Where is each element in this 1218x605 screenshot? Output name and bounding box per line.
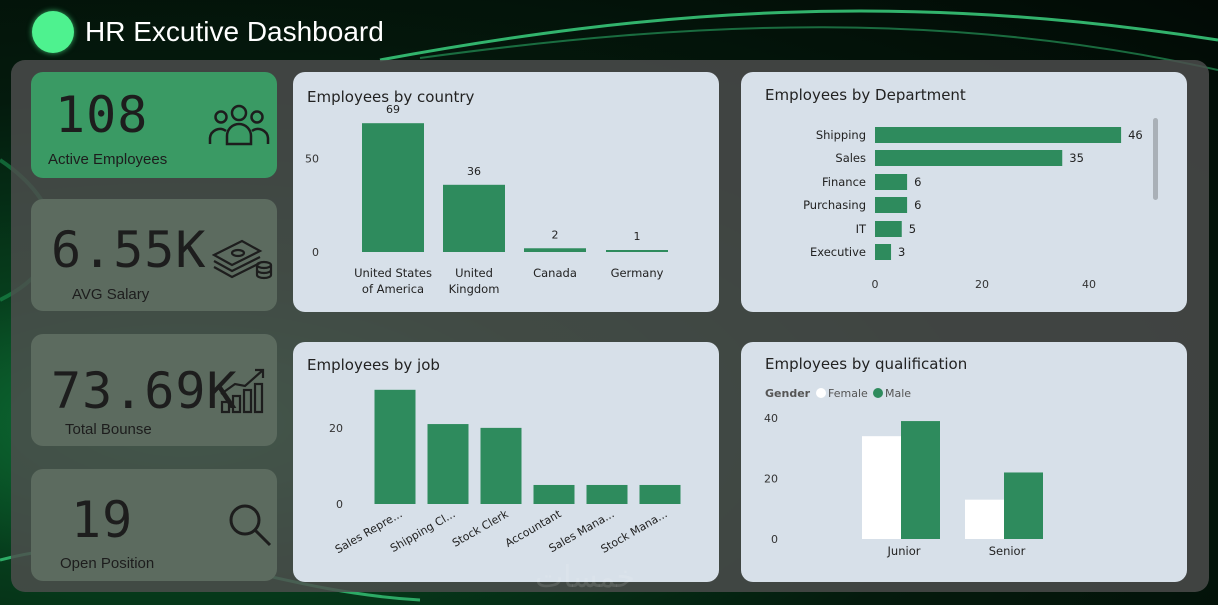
- kpi-active-employees[interactable]: 108 Active Employees: [31, 72, 277, 178]
- kpi-label: Active Employees: [48, 151, 168, 168]
- watermark: خمسات: [535, 560, 636, 595]
- bar: [524, 248, 586, 252]
- x-tick-label: United States: [354, 266, 432, 280]
- search-icon: [229, 504, 272, 547]
- bar: [533, 484, 575, 504]
- chart-department-card[interactable]: Employees by Department Shipping 46 Sales 3…: [741, 72, 1187, 312]
- data-label: 1: [634, 230, 641, 243]
- kpi-total-bonus[interactable]: 73.69K Total Bounse: [31, 334, 277, 446]
- kpi-avg-salary[interactable]: 6.55K AVG Salary: [31, 199, 277, 311]
- x-tick-label: 20: [975, 278, 989, 291]
- kpi-label: Total Bounse: [65, 421, 152, 438]
- y-tick-label: Sales: [835, 151, 866, 165]
- bar: [374, 389, 416, 504]
- y-tick-label: Finance: [822, 175, 866, 189]
- y-tick-label: 50: [305, 153, 319, 166]
- x-tick-label: Canada: [533, 266, 577, 280]
- bar: [639, 484, 681, 504]
- people-group-icon: [208, 104, 270, 146]
- legend-marker: [873, 388, 883, 398]
- y-tick-label: 20: [764, 473, 778, 486]
- x-tick-label: Junior: [887, 544, 921, 558]
- chart-title: Employees by qualification: [765, 355, 968, 373]
- chart-country-card[interactable]: Employees by country 0 50 69 United States o…: [293, 72, 719, 312]
- y-tick-label: 20: [329, 422, 343, 435]
- page-title: HR Excutive Dashboard: [85, 16, 384, 47]
- bar: [965, 499, 1004, 539]
- x-tick-label: 40: [1082, 278, 1096, 291]
- data-label: 6: [914, 198, 921, 212]
- data-label: 36: [467, 165, 481, 178]
- bar: [875, 174, 908, 190]
- chart-qualification-card[interactable]: Employees by qualification Gender Female M…: [741, 342, 1187, 582]
- chart-qualification: Gender Female Male 0 20 40 Junior Senior: [764, 387, 1043, 558]
- x-tick-label: 0: [872, 278, 879, 291]
- bar: [875, 221, 902, 237]
- money-stack-icon: [212, 239, 273, 280]
- bar: [586, 484, 628, 504]
- y-tick-label: 0: [771, 533, 778, 546]
- y-tick-label: 40: [764, 412, 778, 425]
- data-label: 46: [1128, 128, 1143, 142]
- bar: [862, 436, 901, 539]
- bar: [875, 150, 1063, 166]
- y-tick-label: 0: [336, 498, 343, 511]
- bar: [362, 123, 424, 252]
- bar: [875, 244, 892, 260]
- bar: [443, 184, 505, 252]
- chart-department: Shipping 46 Sales 35 Finance 6 Purchasing 6 IT 5 E…: [803, 118, 1158, 291]
- x-tick-label: Germany: [611, 266, 664, 280]
- x-tick-label: United: [455, 266, 493, 280]
- logo-circle: [32, 11, 74, 53]
- kpi-open-position[interactable]: 19 Open Position: [31, 469, 277, 581]
- bar: [901, 421, 940, 539]
- chart-title: Employees by Department: [765, 86, 966, 104]
- bar: [427, 424, 469, 504]
- legend-marker: [816, 388, 826, 398]
- header: HR Excutive Dashboard: [32, 8, 384, 56]
- legend-label: Male: [885, 387, 911, 400]
- bar: [875, 197, 908, 213]
- legend-label: Female: [828, 387, 868, 400]
- legend-title: Gender: [765, 387, 811, 400]
- data-label: 2: [552, 228, 559, 241]
- data-label: 6: [914, 175, 921, 189]
- growth-chart-icon: [220, 368, 265, 414]
- x-tick-label: Stock Clerk: [450, 507, 511, 550]
- data-label: 35: [1069, 151, 1084, 165]
- bar: [875, 127, 1122, 143]
- x-tick-label: Kingdom: [449, 282, 500, 296]
- data-label: 3: [898, 245, 905, 259]
- y-tick-label: Purchasing: [803, 198, 866, 212]
- chart-title: Employees by job: [307, 356, 440, 374]
- scrollbar: [1153, 118, 1158, 200]
- x-tick-label: of America: [362, 282, 424, 296]
- kpi-value: 73.69K: [51, 362, 238, 420]
- chart-job-card[interactable]: Employees by job 0 20 Sales Repre... Shippi…: [293, 342, 719, 582]
- kpi-label: Open Position: [60, 555, 155, 572]
- x-tick-label: Senior: [989, 544, 1026, 558]
- kpi-label: AVG Salary: [72, 286, 150, 303]
- kpi-value: 6.55K: [51, 221, 207, 279]
- bar: [480, 427, 522, 504]
- bar: [1004, 472, 1043, 539]
- y-tick-label: 0: [312, 246, 319, 259]
- y-tick-label: IT: [856, 222, 867, 236]
- y-tick-label: Shipping: [816, 128, 866, 142]
- kpi-value: 108: [55, 86, 149, 144]
- chart-country: 0 50 69 United States of America 36 United King…: [305, 103, 668, 296]
- kpi-value: 19: [71, 491, 134, 549]
- data-label: 69: [386, 103, 400, 116]
- chart-title: Employees by country: [307, 88, 475, 106]
- data-label: 5: [909, 222, 916, 236]
- bar: [606, 250, 668, 252]
- y-tick-label: Executive: [810, 245, 866, 259]
